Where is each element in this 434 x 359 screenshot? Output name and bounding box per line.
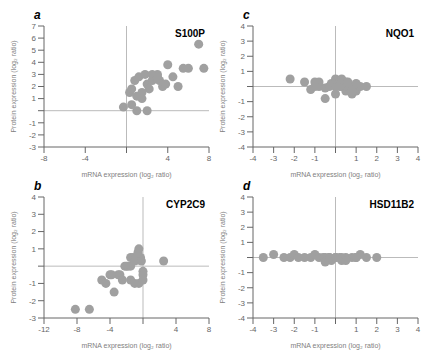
- html-text:NQO1: NQO1: [385, 28, 414, 39]
- svg-text:-1: -1: [29, 279, 37, 288]
- svg-text:Protein expression (log₂ ratio: Protein expression (log₂ ratio): [219, 211, 227, 303]
- svg-text:4: 4: [241, 193, 246, 202]
- svg-text:-8: -8: [73, 325, 81, 334]
- svg-text:3: 3: [32, 70, 37, 79]
- svg-text:1: 1: [32, 245, 37, 254]
- svg-text:-2: -2: [238, 113, 246, 122]
- svg-text:4: 4: [416, 154, 421, 163]
- svg-text:-3: -3: [270, 154, 278, 163]
- html-text:b: b: [34, 179, 42, 193]
- svg-text:1: 1: [241, 238, 246, 247]
- svg-text:5: 5: [32, 46, 37, 55]
- svg-text:mRNA expression (log₂ ratio): mRNA expression (log₂ ratio): [81, 171, 171, 179]
- svg-text:7: 7: [32, 22, 37, 31]
- svg-text:4: 4: [166, 154, 171, 163]
- svg-text:-12: -12: [38, 325, 50, 334]
- svg-text:3: 3: [32, 210, 37, 219]
- svg-text:-2: -2: [291, 325, 299, 334]
- svg-text:8: 8: [207, 154, 212, 163]
- svg-text:-1: -1: [238, 97, 246, 106]
- svg-text:6: 6: [32, 34, 37, 43]
- svg-text:2: 2: [241, 223, 246, 232]
- svg-text:mRNA expression (log₂ ratio): mRNA expression (log₂ ratio): [290, 342, 380, 350]
- svg-text:-3: -3: [29, 143, 37, 152]
- svg-text:2: 2: [32, 227, 37, 236]
- svg-text:2: 2: [375, 154, 380, 163]
- svg-text:-1: -1: [29, 119, 37, 128]
- svg-text:4: 4: [241, 22, 246, 31]
- svg-text:-3: -3: [29, 314, 37, 323]
- svg-text:-2: -2: [29, 131, 37, 140]
- svg-text:-1: -1: [238, 268, 246, 277]
- svg-text:4: 4: [416, 325, 421, 334]
- svg-text:-2: -2: [29, 297, 37, 306]
- svg-text:-4: -4: [82, 154, 90, 163]
- html-text:CYP2C9: CYP2C9: [166, 199, 205, 210]
- svg-text:2: 2: [375, 325, 380, 334]
- svg-text:1: 1: [354, 325, 359, 334]
- html-text:d: d: [243, 179, 251, 193]
- svg-text:-4: -4: [249, 325, 257, 334]
- svg-text:1: 1: [241, 67, 246, 76]
- html-text:S100P: S100P: [175, 28, 205, 39]
- svg-text:-2: -2: [291, 154, 299, 163]
- html-text:HSD11B2: HSD11B2: [369, 199, 414, 210]
- svg-text:4: 4: [32, 58, 37, 67]
- svg-text:3: 3: [241, 37, 246, 46]
- svg-text:Protein expression (log₂ ratio: Protein expression (log₂ ratio): [10, 40, 18, 132]
- svg-text:1: 1: [32, 94, 37, 103]
- svg-text:4: 4: [174, 325, 179, 334]
- svg-text:-2: -2: [238, 284, 246, 293]
- svg-text:Protein expression (log₂ ratio: Protein expression (log₂ ratio): [219, 40, 227, 132]
- svg-text:-4: -4: [238, 314, 246, 323]
- svg-text:2: 2: [32, 82, 37, 91]
- svg-text:-3: -3: [238, 299, 246, 308]
- svg-text:-1: -1: [311, 154, 319, 163]
- svg-text:4: 4: [32, 193, 37, 202]
- svg-text:-3: -3: [238, 128, 246, 137]
- svg-text:-4: -4: [249, 154, 257, 163]
- svg-text:8: 8: [207, 325, 212, 334]
- svg-text:3: 3: [241, 208, 246, 217]
- svg-text:-3: -3: [270, 325, 278, 334]
- svg-text:2: 2: [241, 52, 246, 61]
- svg-text:mRNA expression (log₂ ratio): mRNA expression (log₂ ratio): [81, 342, 171, 350]
- svg-text:-4: -4: [106, 325, 114, 334]
- svg-text:-1: -1: [311, 325, 319, 334]
- html-text:c: c: [243, 8, 250, 22]
- svg-text:3: 3: [395, 154, 400, 163]
- svg-text:-4: -4: [238, 143, 246, 152]
- svg-text:1: 1: [354, 154, 359, 163]
- html-text:a: a: [34, 8, 41, 22]
- svg-text:3: 3: [395, 325, 400, 334]
- svg-text:Protein expression (log₂ ratio: Protein expression (log₂ ratio): [10, 211, 18, 303]
- svg-text:mRNA expression (log₂ ratio): mRNA expression (log₂ ratio): [290, 171, 380, 179]
- svg-text:-8: -8: [40, 154, 48, 163]
